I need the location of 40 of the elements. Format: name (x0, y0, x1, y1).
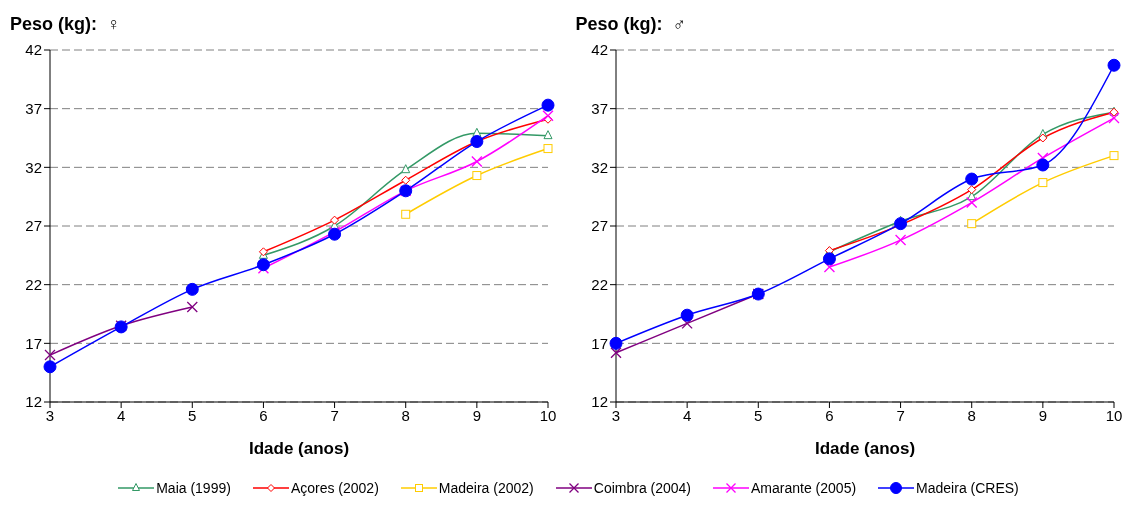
y-tick-label: 17 (25, 334, 42, 352)
legend-label: Coimbra (2004) (593, 480, 692, 496)
x-tick-label: 3 (611, 406, 620, 424)
x-tick-label: 4 (682, 406, 691, 424)
y-tick-label: 42 (590, 41, 608, 59)
x-tick-label: 9 (472, 406, 482, 424)
y-tick-label: 32 (25, 158, 42, 176)
x-tick-label: 10 (539, 406, 557, 424)
x-tick-label: 8 (401, 406, 410, 424)
y-tick-label: 42 (25, 41, 42, 59)
y-tick-label: 32 (590, 158, 608, 176)
x-tick-label: 3 (45, 406, 55, 424)
y-tick-label: 37 (590, 99, 608, 117)
x-axis-title: Idade (anos) (814, 439, 915, 458)
y-tick-label: 27 (590, 217, 608, 235)
x-tick-label: 6 (259, 406, 268, 424)
x-tick-label: 5 (753, 406, 762, 424)
x-tick-label: 10 (1105, 406, 1122, 424)
legend-label: Amarante (2005) (751, 480, 857, 496)
legend-label: Madeira (2002) (438, 480, 534, 496)
legend-label: Madeira (CRES) (916, 480, 1019, 496)
chart-title: Peso (kg): ♂ (575, 14, 687, 35)
y-tick-label: 27 (25, 217, 42, 235)
x-tick-label: 6 (824, 406, 834, 424)
y-tick-label: 12 (25, 393, 42, 411)
x-tick-label: 7 (895, 406, 905, 424)
chart-title: Peso (kg): ♀ (10, 14, 121, 35)
x-tick-label: 4 (116, 406, 126, 424)
legend-label: Açores (2002) (290, 480, 379, 496)
y-tick-label: 12 (590, 393, 608, 411)
y-tick-label: 37 (25, 99, 42, 117)
legend-label: Maia (1999) (156, 480, 231, 496)
y-tick-label: 17 (590, 334, 608, 352)
x-axis-title: Idade (anos) (248, 439, 350, 458)
x-tick-label: 7 (330, 406, 339, 424)
x-tick-label: 5 (188, 406, 197, 424)
x-tick-label: 8 (967, 406, 976, 424)
x-tick-label: 9 (1038, 406, 1047, 424)
y-tick-label: 22 (25, 275, 42, 293)
y-tick-label: 22 (590, 275, 608, 293)
